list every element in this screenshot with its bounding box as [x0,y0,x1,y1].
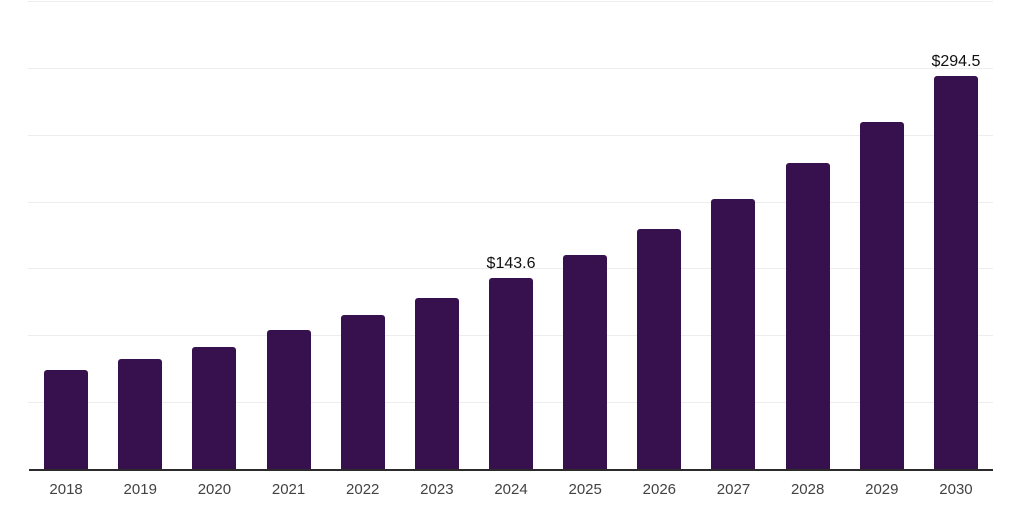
bar-slot [696,2,770,470]
bars-row: $143.6 $294.5 [29,2,993,470]
bar-2018[interactable] [44,369,89,470]
x-tick-label: 2018 [49,481,83,498]
bar-slot [400,2,474,470]
x-tick-label: 2027 [716,481,751,498]
gridline [28,201,993,203]
gridline [28,268,993,270]
x-tick-label: 2021 [271,481,306,498]
x-tick-label: 2024 [494,481,528,498]
bar-slot [251,2,325,470]
bar-slot: $294.5 [919,2,993,470]
x-tick-label: 2020 [197,481,232,498]
bar-2030[interactable]: $294.5 [931,53,980,470]
bar-slot [103,2,177,470]
bar-slot [548,2,622,470]
bar-2024[interactable]: $143.6 [487,255,535,470]
x-tick-label: 2028 [790,481,825,498]
bar-value-label: $143.6 [486,255,536,272]
x-axis-labels: 2018 2019 2020 2021 2022 2023 2024 2025 2026 2027… [29,480,993,500]
bar-2021[interactable] [266,329,311,470]
gridline [28,67,993,69]
bar-2026[interactable] [637,228,682,470]
gridline [28,1,993,2]
bar-slot [622,2,696,470]
bar-slot: $143.6 [474,2,548,470]
bar-2027[interactable] [711,198,756,470]
bar-slot [326,2,400,470]
x-tick-label: 2026 [642,481,677,498]
x-tick-label: 2023 [420,481,454,498]
bar-2028[interactable] [785,163,830,470]
bar-value-label: $294.5 [931,53,981,71]
x-tick-label: 2019 [123,481,157,498]
bar-slot [845,2,919,470]
bar-slot [771,2,845,470]
bar-2023[interactable] [414,297,459,470]
bar-2029[interactable] [859,121,904,470]
x-tick-label: 2030 [939,481,973,498]
bar-2025[interactable] [563,254,608,470]
x-tick-label: 2022 [346,481,380,498]
bar-2020[interactable] [192,347,237,470]
bar-slot [29,2,103,470]
bar-slot [177,2,251,470]
bar-2019[interactable] [118,358,163,470]
x-axis-line [29,469,993,471]
x-tick-label: 2025 [568,481,602,498]
x-tick-label: 2029 [865,481,899,498]
plot-area: $143.6 $294.5 [28,1,993,471]
gridline [28,134,993,136]
bar-2022[interactable] [340,315,385,470]
